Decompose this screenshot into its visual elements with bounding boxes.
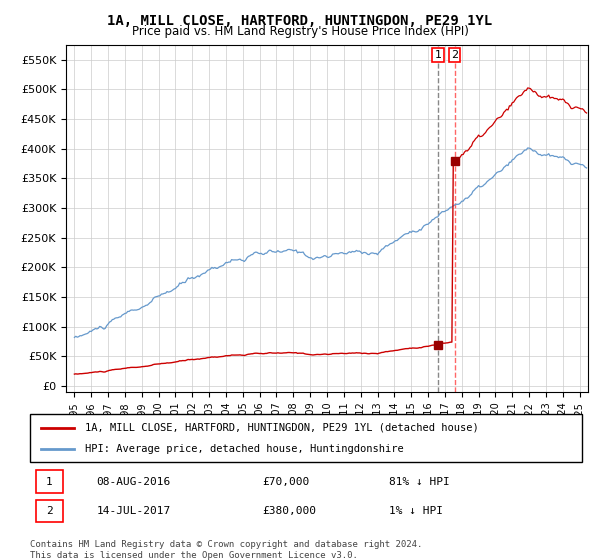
FancyBboxPatch shape — [35, 500, 63, 522]
Text: 1% ↓ HPI: 1% ↓ HPI — [389, 506, 443, 516]
Text: £70,000: £70,000 — [262, 477, 309, 487]
FancyBboxPatch shape — [30, 414, 582, 462]
Text: 14-JUL-2017: 14-JUL-2017 — [96, 506, 170, 516]
Text: HPI: Average price, detached house, Huntingdonshire: HPI: Average price, detached house, Hunt… — [85, 444, 404, 454]
Text: 1: 1 — [434, 50, 442, 60]
Text: 1A, MILL CLOSE, HARTFORD, HUNTINGDON, PE29 1YL: 1A, MILL CLOSE, HARTFORD, HUNTINGDON, PE… — [107, 14, 493, 28]
Text: 81% ↓ HPI: 81% ↓ HPI — [389, 477, 449, 487]
Text: 08-AUG-2016: 08-AUG-2016 — [96, 477, 170, 487]
FancyBboxPatch shape — [35, 470, 63, 493]
Text: 2: 2 — [451, 50, 458, 60]
Text: 1: 1 — [46, 477, 53, 487]
Text: 1A, MILL CLOSE, HARTFORD, HUNTINGDON, PE29 1YL (detached house): 1A, MILL CLOSE, HARTFORD, HUNTINGDON, PE… — [85, 423, 479, 433]
Text: Price paid vs. HM Land Registry's House Price Index (HPI): Price paid vs. HM Land Registry's House … — [131, 25, 469, 38]
Text: Contains HM Land Registry data © Crown copyright and database right 2024.
This d: Contains HM Land Registry data © Crown c… — [30, 540, 422, 560]
Text: £380,000: £380,000 — [262, 506, 316, 516]
Text: 2: 2 — [46, 506, 53, 516]
